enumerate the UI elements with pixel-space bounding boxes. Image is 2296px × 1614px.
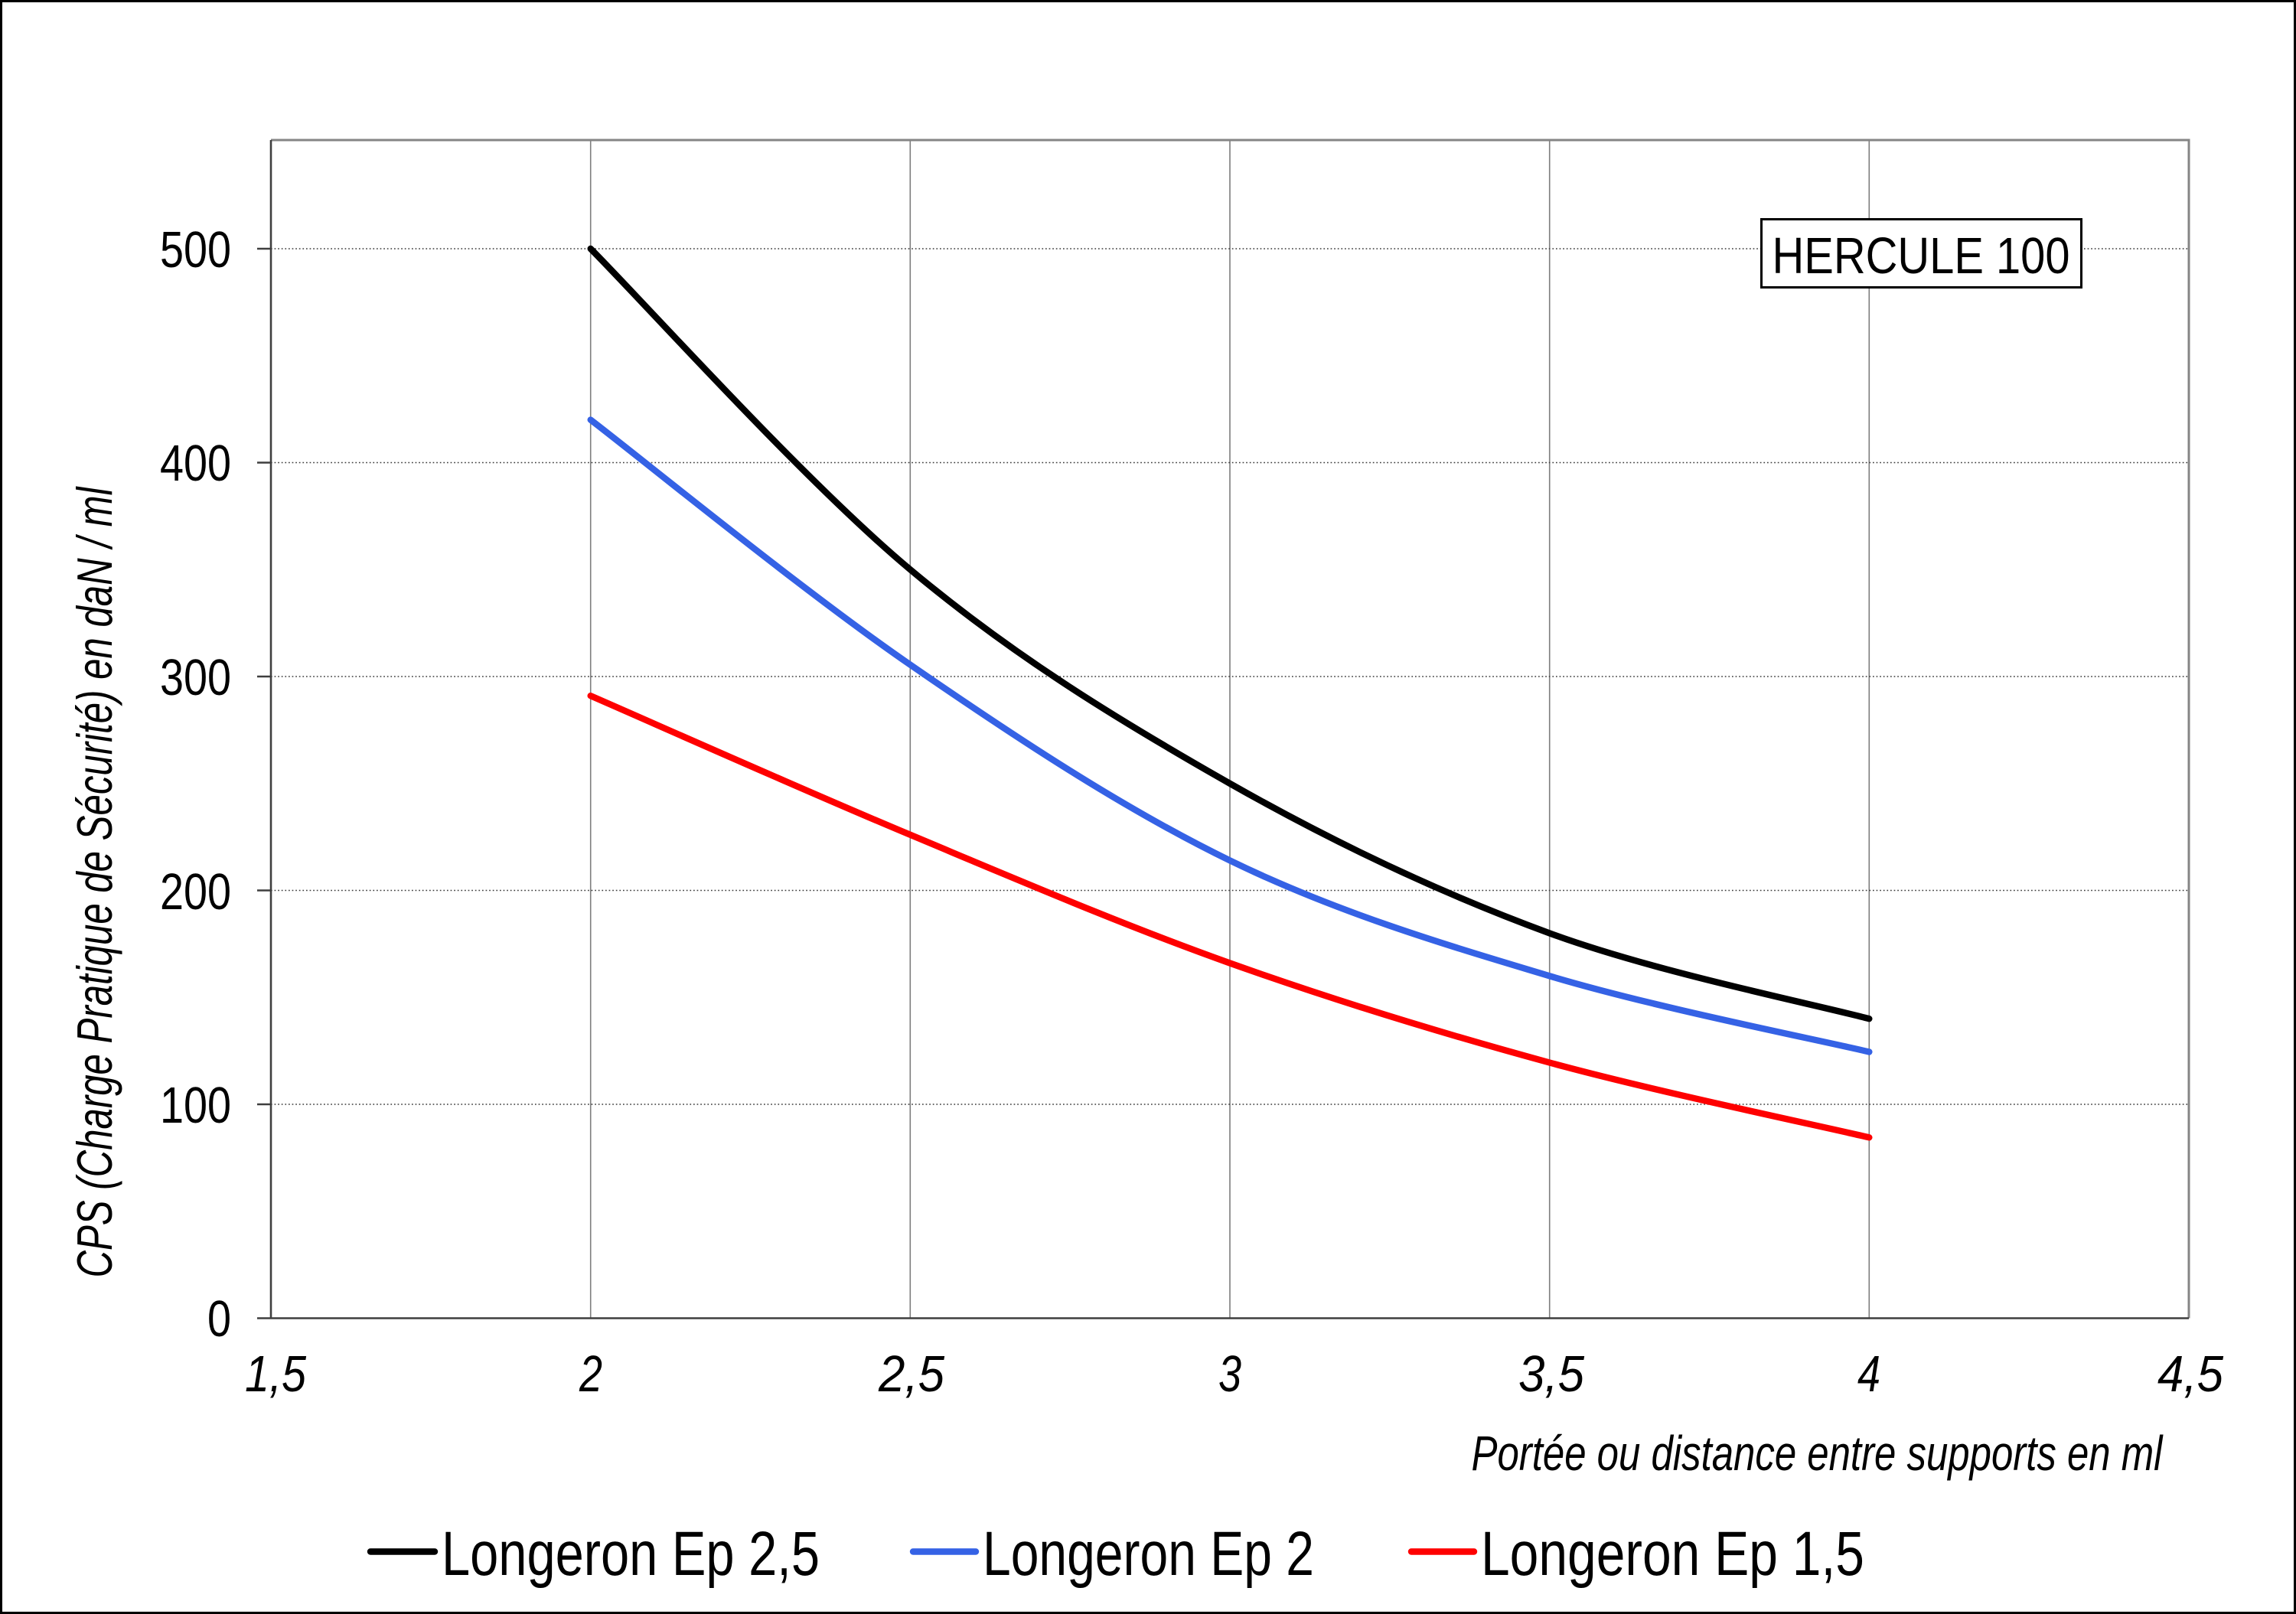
svg-text:400: 400 [160, 435, 231, 492]
svg-text:4,5: 4,5 [2157, 1345, 2224, 1403]
svg-text:1,5: 1,5 [245, 1345, 307, 1403]
svg-text:Longeron Ep 2,5: Longeron Ep 2,5 [442, 1519, 820, 1589]
svg-text:CPS (Charge Pratique de Sécuri: CPS (Charge Pratique de Sécurité) en daN… [67, 486, 122, 1277]
svg-text:500: 500 [160, 221, 231, 279]
svg-text:Portée ou distance entre suppo: Portée ou distance entre supports en ml [1472, 1426, 2164, 1481]
svg-text:0: 0 [207, 1290, 231, 1348]
svg-text:3,5: 3,5 [1518, 1345, 1585, 1403]
svg-text:Longeron Ep 1,5: Longeron Ep 1,5 [1481, 1519, 1864, 1589]
svg-text:300: 300 [160, 649, 231, 706]
svg-text:200: 200 [160, 863, 231, 921]
svg-text:2,5: 2,5 [878, 1345, 945, 1403]
svg-text:2: 2 [579, 1345, 602, 1403]
svg-text:HERCULE 100: HERCULE 100 [1773, 227, 2070, 285]
svg-text:3: 3 [1218, 1345, 1241, 1403]
svg-text:100: 100 [160, 1077, 231, 1134]
svg-text:4: 4 [1857, 1345, 1880, 1403]
svg-text:Longeron Ep 2: Longeron Ep 2 [983, 1519, 1314, 1589]
